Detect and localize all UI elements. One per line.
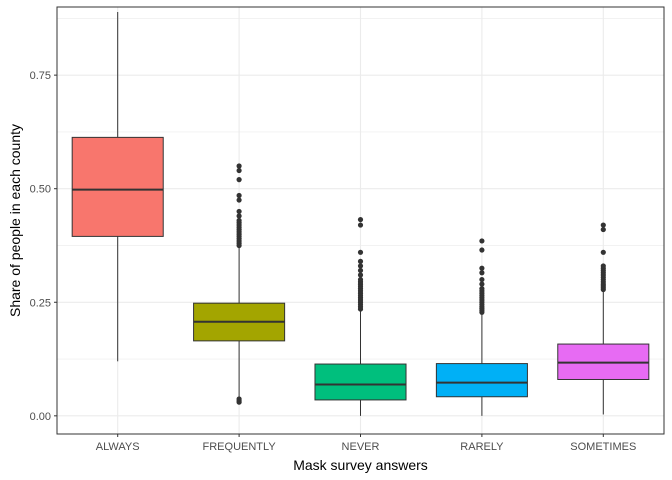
outlier-point bbox=[236, 208, 242, 215]
y-tick-label: 0.75 bbox=[30, 70, 51, 82]
outlier-point bbox=[357, 258, 364, 264]
outlier-point bbox=[357, 249, 364, 255]
x-tick-label: SOMETIMES bbox=[570, 441, 636, 453]
outlier-point bbox=[357, 276, 364, 283]
outlier-point bbox=[357, 267, 364, 274]
outlier-point bbox=[600, 226, 606, 233]
box-never bbox=[314, 216, 407, 416]
outlier-point bbox=[236, 217, 242, 224]
x-tick-label: ALWAYS bbox=[96, 441, 140, 453]
outlier-point bbox=[236, 177, 242, 183]
outlier-point bbox=[600, 263, 606, 269]
y-tick-label: 0.25 bbox=[30, 297, 51, 309]
x-tick-label: RARELY bbox=[460, 441, 504, 453]
box-always bbox=[71, 11, 164, 362]
x-axis: ALWAYS FREQUENTLY NEVER RARELY SOMETIMES bbox=[96, 434, 636, 453]
outlier-point bbox=[357, 216, 364, 223]
outlier-point bbox=[236, 163, 242, 169]
box-frequently bbox=[193, 163, 286, 405]
y-tick-label: 0.00 bbox=[30, 411, 51, 423]
outlier-point bbox=[479, 281, 485, 287]
y-tick-label: 0.50 bbox=[30, 184, 51, 196]
box-sometimes bbox=[557, 222, 650, 415]
box-iqr bbox=[71, 136, 164, 237]
outlier-point bbox=[236, 167, 242, 174]
outlier-point bbox=[600, 222, 606, 228]
outlier-point bbox=[600, 249, 606, 255]
x-tick-label: NEVER bbox=[342, 441, 380, 453]
outlier-point bbox=[479, 286, 485, 292]
outlier-point bbox=[479, 276, 485, 283]
outlier-point bbox=[236, 213, 242, 219]
box-series bbox=[71, 11, 650, 416]
outlier-point bbox=[479, 270, 485, 276]
box-iqr bbox=[314, 363, 407, 401]
outlier-point bbox=[236, 197, 242, 203]
box-rarely bbox=[435, 238, 528, 416]
outlier-point bbox=[236, 192, 242, 199]
box-iqr bbox=[435, 363, 528, 398]
outlier-point bbox=[479, 238, 485, 244]
outlier-point bbox=[479, 265, 485, 271]
outlier-point bbox=[357, 263, 364, 269]
y-axis-title: Share of people in each county bbox=[7, 124, 23, 317]
outlier-point bbox=[357, 272, 364, 278]
outlier-point bbox=[236, 396, 242, 402]
x-axis-title: Mask survey answers bbox=[293, 457, 428, 473]
x-tick-label: FREQUENTLY bbox=[203, 441, 277, 453]
y-axis: 0.00 0.25 0.50 0.75 bbox=[30, 70, 57, 423]
outlier-point bbox=[479, 247, 485, 253]
outlier-point bbox=[357, 222, 364, 228]
